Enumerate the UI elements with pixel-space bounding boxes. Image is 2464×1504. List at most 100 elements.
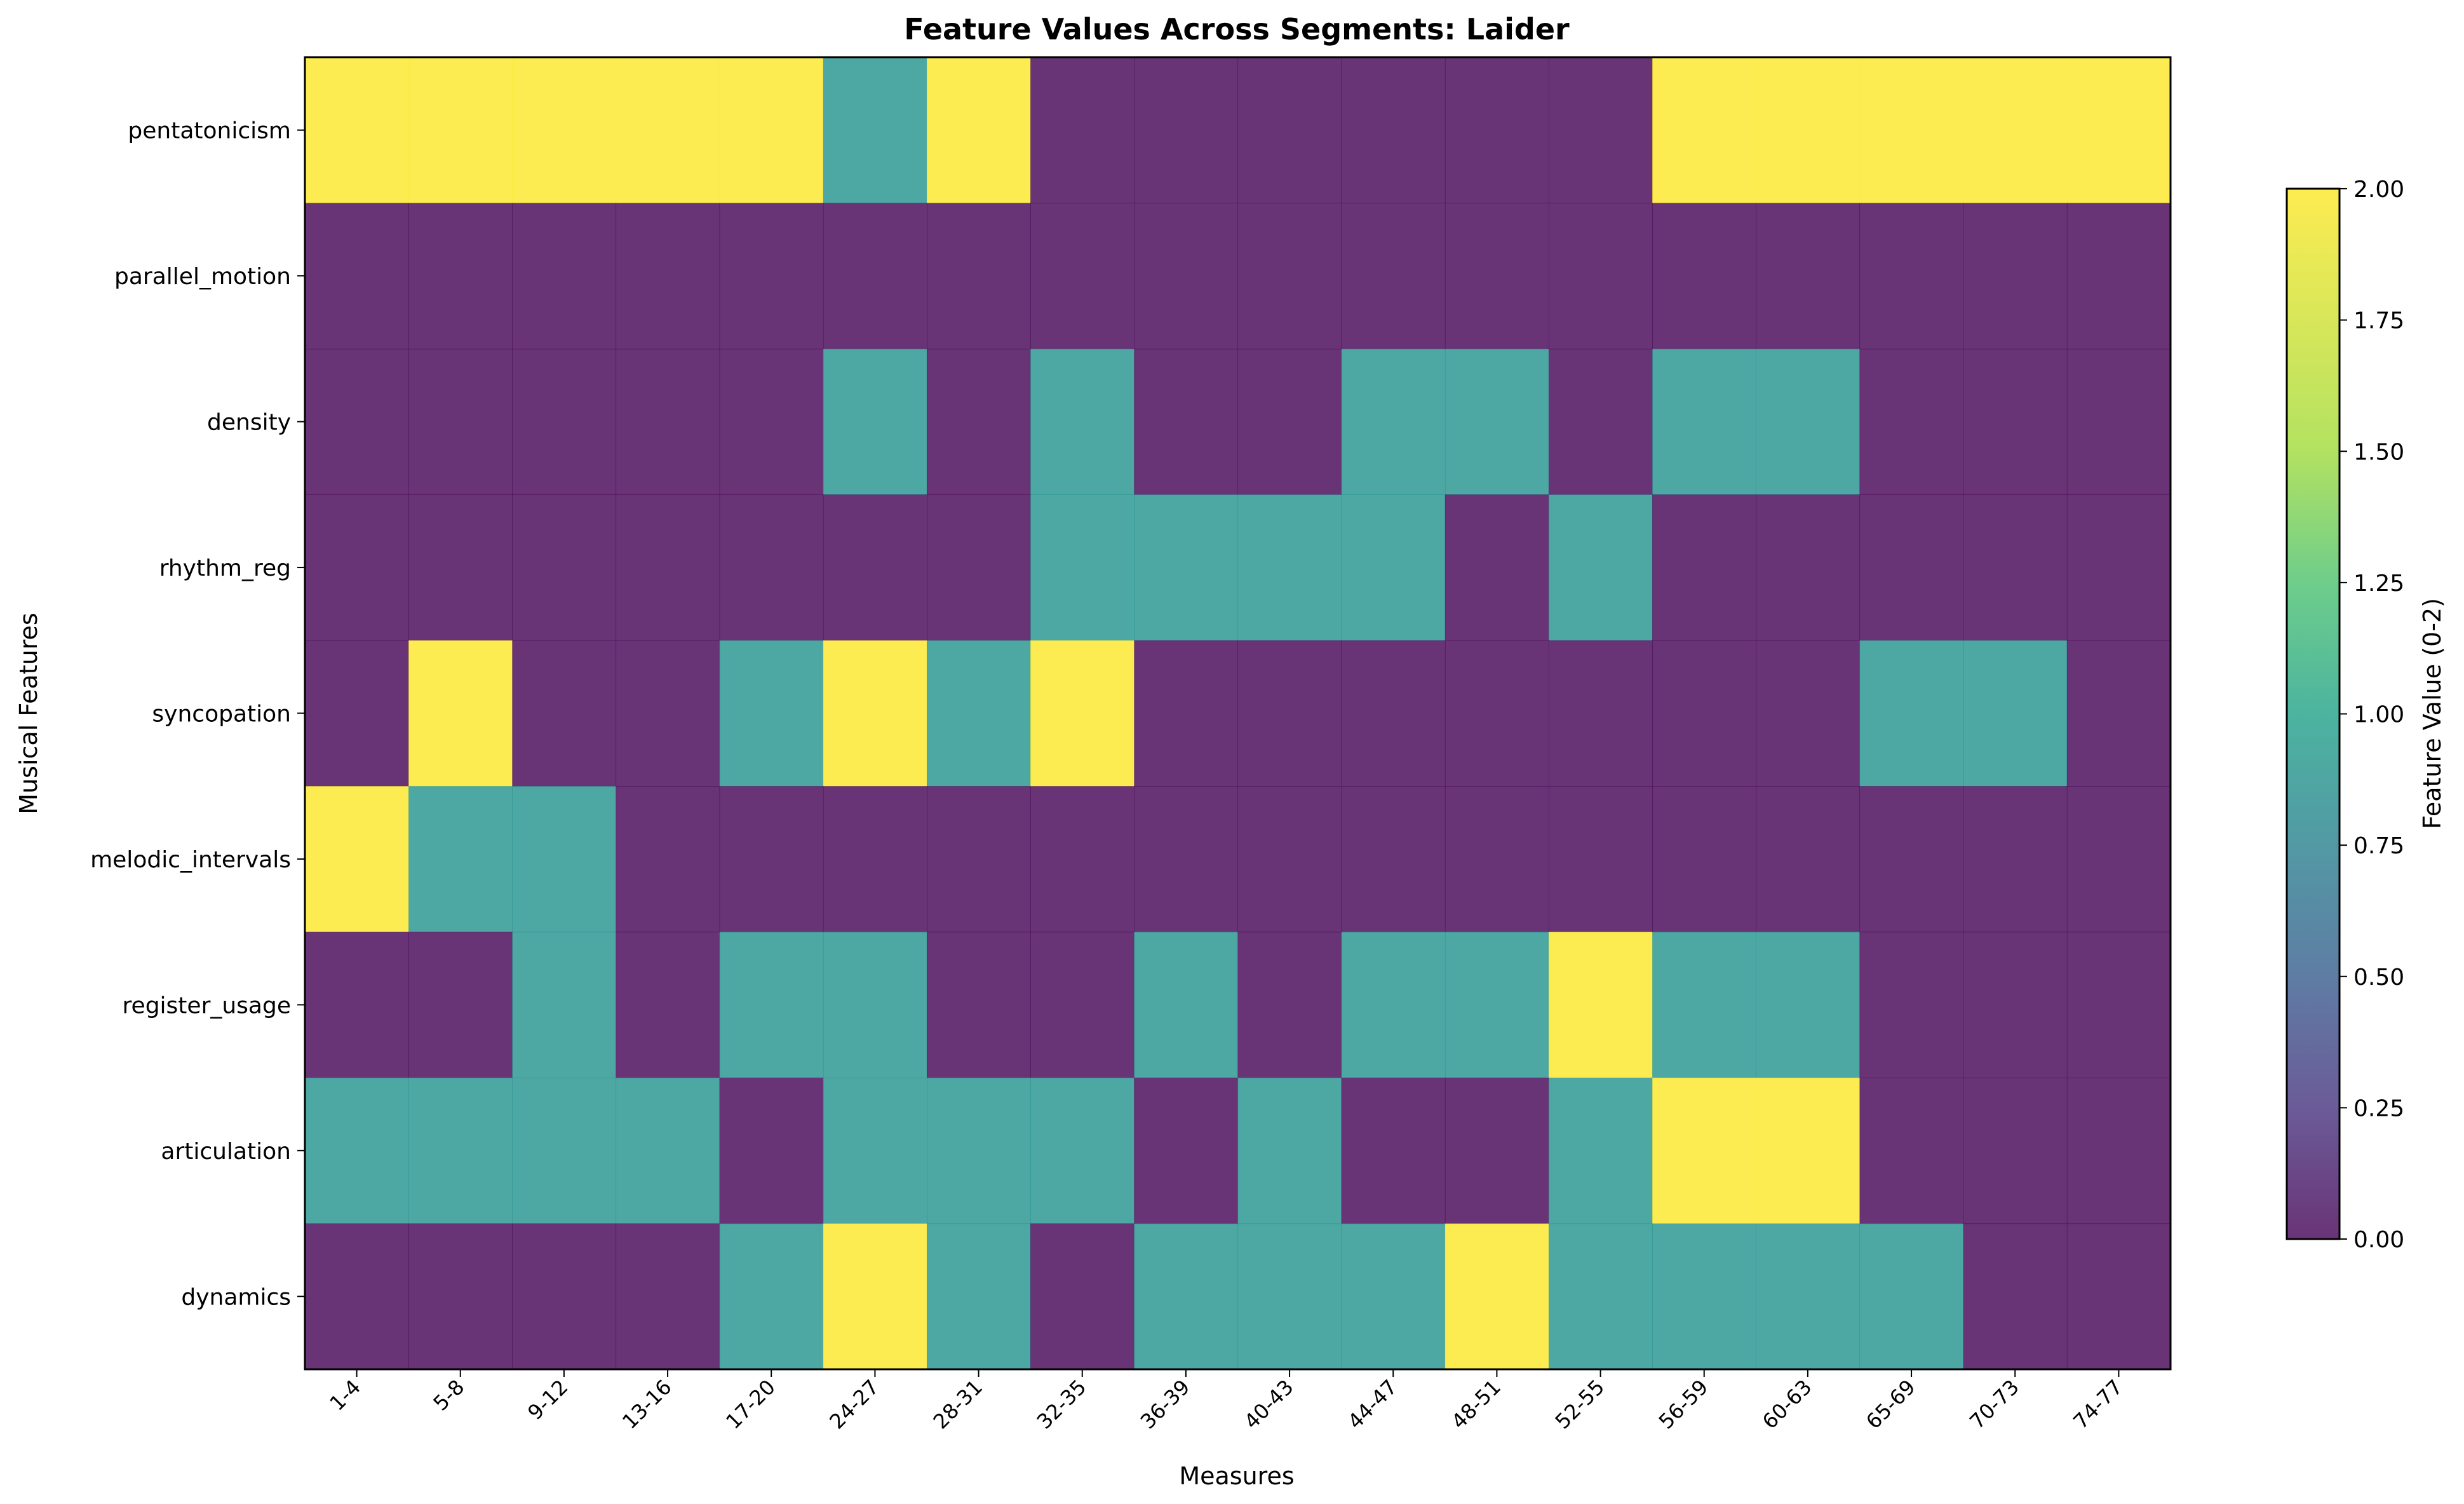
heatmap-cell: [1756, 1078, 1861, 1224]
x-tick-label: 28-31: [929, 1375, 988, 1434]
heatmap-cell: [1030, 640, 1134, 787]
heatmap-cell: [305, 57, 409, 204]
heatmap-cell: [719, 932, 824, 1078]
heatmap-cell: [1444, 932, 1549, 1078]
heatmap-cell: [305, 1078, 409, 1224]
heatmap-cell: [512, 640, 617, 787]
heatmap-cell: [1134, 494, 1239, 641]
heatmap-cell: [1134, 57, 1239, 204]
heatmap-cell: [719, 640, 824, 787]
y-axis-label: Musical Features: [15, 613, 43, 814]
x-tick-label: 32-35: [1032, 1375, 1091, 1434]
heatmap-cell: [1549, 57, 1653, 204]
heatmap-cell: [1756, 1223, 1861, 1370]
colorbar: 0.00 0.25 0.50 0.75 1.00 1.25 1.50 1.75 2.00 Fea…: [2286, 177, 2446, 1253]
heatmap-cell: [512, 348, 617, 495]
heatmap-cell: [616, 348, 720, 495]
heatmap-cell: [616, 786, 720, 933]
heatmap-cell: [1963, 1078, 2068, 1224]
heatmap-cell: [512, 494, 617, 641]
heatmap-cell: [823, 786, 927, 933]
heatmap-cell: [1134, 203, 1239, 349]
x-tick-label: 56-59: [1654, 1375, 1713, 1434]
heatmap-cell: [1237, 1078, 1342, 1224]
heatmap-cell: [1549, 786, 1653, 933]
heatmap-cell: [1859, 494, 1964, 641]
heatmap-cell: [1756, 494, 1861, 641]
heatmap-cell: [1963, 57, 2068, 204]
colorbar-label: Feature Value (0-2): [2418, 598, 2446, 829]
heatmap-cell: [1237, 786, 1342, 933]
heatmap-cell: [1549, 1223, 1653, 1370]
heatmap-cell: [1134, 348, 1239, 495]
heatmap-cell: [927, 494, 1031, 641]
heatmap-cell: [1652, 1078, 1756, 1224]
heatmap-cell: [823, 348, 927, 495]
heatmap-cell: [823, 640, 927, 787]
x-tick-label: 65-69: [1861, 1375, 1920, 1434]
y-tick-label: register_usage: [123, 993, 291, 1019]
colorbar-tick-label: 1.00: [2353, 702, 2404, 728]
heatmap-cell: [1341, 1223, 1446, 1370]
x-tick-label: 13-16: [617, 1375, 677, 1434]
heatmap-cell: [2066, 494, 2171, 641]
heatmap-cell: [512, 932, 617, 1078]
heatmap-cell: [823, 1223, 927, 1370]
heatmap-cell: [1652, 786, 1756, 933]
heatmap-cell: [823, 203, 927, 349]
heatmap-cell: [823, 57, 927, 204]
heatmap-cell: [408, 786, 513, 933]
heatmap-cell: [1030, 57, 1134, 204]
heatmap-cell: [927, 1223, 1031, 1370]
colorbar-tick-label: 0.00: [2353, 1227, 2404, 1253]
heatmap-cell: [1341, 348, 1446, 495]
heatmap-cell: [1134, 1078, 1239, 1224]
heatmap-cell: [1444, 348, 1549, 495]
heatmap-cell: [1963, 348, 2068, 495]
heatmap-cell: [512, 1223, 617, 1370]
heatmap-cell: [1444, 1078, 1549, 1224]
heatmap-cell: [1444, 640, 1549, 787]
x-tick-label: 48-51: [1446, 1375, 1505, 1434]
heatmap-cell: [719, 203, 824, 349]
heatmap-cell: [1756, 348, 1861, 495]
heatmap-cell: [1030, 1078, 1134, 1224]
heatmap-cell: [1444, 786, 1549, 933]
heatmap-cell: [616, 1078, 720, 1224]
heatmap-cell: [1030, 494, 1134, 641]
heatmap-cell: [719, 494, 824, 641]
colorbar-ticks: 0.00 0.25 0.50 0.75 1.00 1.25 1.50 1.75 2.00: [2339, 177, 2404, 1253]
heatmap-cell: [305, 786, 409, 933]
heatmap-cell: [616, 203, 720, 349]
heatmap-cell: [1030, 348, 1134, 495]
x-tick-labels: 1-4 5-8 9-12 13-16 17-20 24-27 28-31 32-35 36-39…: [325, 1369, 2127, 1433]
heatmap-cell: [408, 1078, 513, 1224]
x-tick-label: 44-47: [1343, 1375, 1402, 1434]
heatmap-cell: [305, 348, 409, 495]
x-tick-label: 9-12: [523, 1375, 572, 1425]
x-axis-label: Measures: [1179, 1462, 1294, 1490]
heatmap-cell: [2066, 786, 2171, 933]
x-tick-label: 60-63: [1758, 1375, 1817, 1434]
heatmap-cell: [1859, 640, 1964, 787]
heatmap-cell: [1030, 1223, 1134, 1370]
heatmap-cell: [305, 640, 409, 787]
heatmap-cell: [2066, 1223, 2171, 1370]
heatmap-cell: [1237, 57, 1342, 204]
heatmap-cell: [616, 57, 720, 204]
heatmap-cell: [1134, 786, 1239, 933]
heatmap-cell: [927, 786, 1031, 933]
heatmap-cell: [1341, 640, 1446, 787]
heatmap-cell: [1652, 932, 1756, 1078]
heatmap-cell: [512, 786, 617, 933]
heatmap-cell: [616, 640, 720, 787]
heatmap-cell: [512, 1078, 617, 1224]
y-tick-label: pentatonicism: [128, 118, 291, 144]
x-tick-label: 70-73: [1965, 1375, 2024, 1434]
y-tick-label: syncopation: [152, 701, 291, 728]
heatmap-cell: [927, 348, 1031, 495]
heatmap-cell: [1963, 640, 2068, 787]
heatmap-cell: [1963, 1223, 2068, 1370]
heatmap-cell: [1652, 348, 1756, 495]
